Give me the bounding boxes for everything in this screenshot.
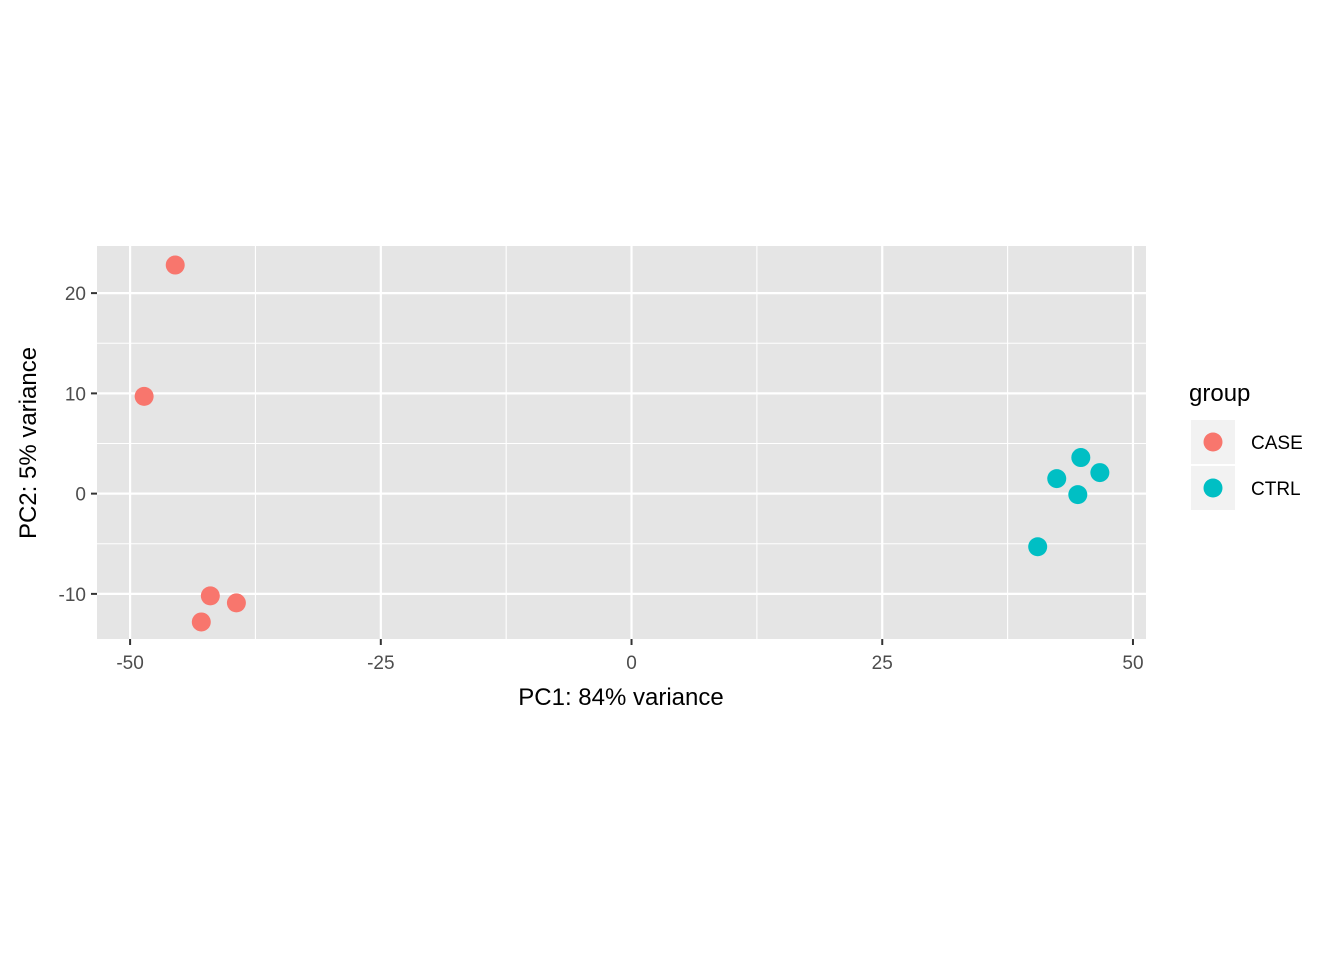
legend-label-case: CASE (1251, 433, 1303, 454)
data-point-case (191, 612, 211, 632)
x-axis-title: PC1: 84% variance (518, 684, 723, 711)
data-point-ctrl (1047, 469, 1067, 489)
x-tick-label: 50 (1122, 653, 1143, 674)
x-tick-label: 25 (872, 653, 893, 674)
y-axis: -10 0 10 20 (59, 284, 97, 606)
data-point-case (165, 255, 185, 275)
y-axis-title: PC2: 5% variance (15, 347, 42, 539)
legend-title: group (1189, 380, 1250, 407)
x-tick-label: 0 (626, 653, 637, 674)
minor-gridlines (97, 246, 1146, 639)
legend-label-ctrl: CTRL (1251, 479, 1301, 500)
y-tick-label: -10 (59, 585, 86, 606)
data-point-case (134, 386, 154, 406)
data-point-ctrl (1090, 463, 1110, 483)
data-point-case (226, 593, 246, 613)
data-point-ctrl (1028, 537, 1048, 557)
major-gridlines (97, 246, 1146, 639)
plot-panel (97, 246, 1146, 639)
legend-key-ctrl (1203, 478, 1223, 498)
data-point-ctrl (1071, 448, 1091, 468)
legend: group CASE CTRL (1189, 380, 1303, 510)
x-axis: -50 -25 0 25 50 (116, 639, 1144, 674)
data-point-ctrl (1068, 485, 1088, 505)
x-tick-label: -25 (367, 653, 394, 674)
legend-key-case (1203, 432, 1223, 452)
y-tick-label: 10 (65, 384, 86, 405)
y-tick-label: 20 (65, 284, 86, 305)
data-points (134, 255, 1110, 632)
data-point-case (200, 586, 220, 606)
y-tick-label: 0 (75, 485, 86, 506)
x-tick-label: -50 (116, 653, 143, 674)
